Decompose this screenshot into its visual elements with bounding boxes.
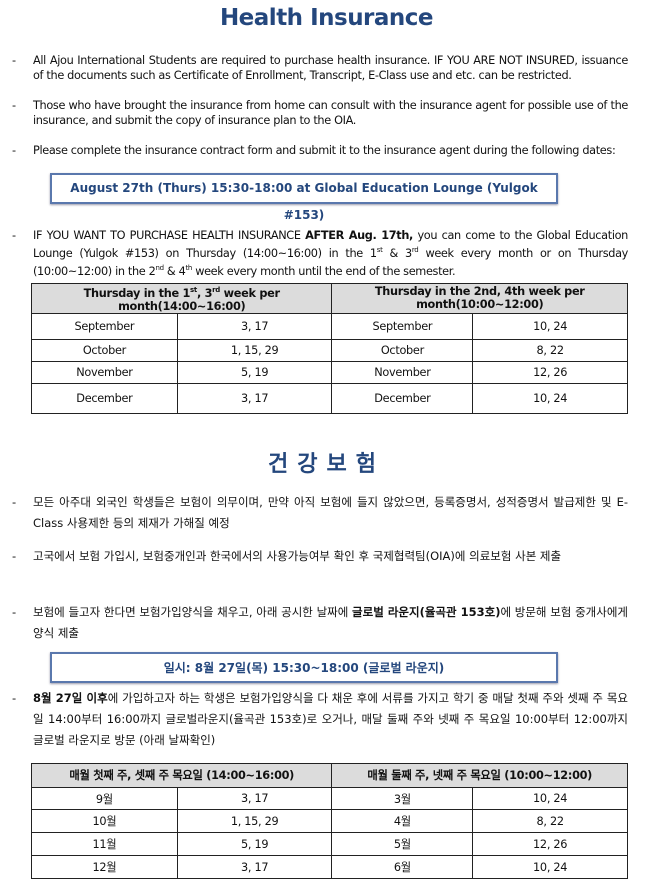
table-cell: 8, 22 <box>472 809 628 833</box>
text-segment: 에 방문해 보험 중개사에게 양식 제출 <box>33 605 629 640</box>
table-cell: September <box>31 312 178 340</box>
table-cell: 3, 17 <box>176 382 333 414</box>
text-segment: 보험에 들고자 한다면 보험가입양식을 채우고, 아래 공시한 날짜에 <box>33 605 353 619</box>
text-segment: st <box>190 286 197 294</box>
table-cell: December <box>31 382 178 414</box>
korean-title: 건강보험 <box>268 452 385 477</box>
text-segment: st <box>376 246 383 254</box>
bullet-dash: - <box>12 144 16 157</box>
text-segment: 8월 27일 이후 <box>33 691 108 705</box>
table-row: 11월 5, 19 5월 12, 26 <box>31 832 628 856</box>
table-row: 12월 3, 17 6월 10, 24 <box>31 855 628 879</box>
table-cell: 3, 17 <box>176 312 333 340</box>
table-cell: November <box>331 360 474 384</box>
text-segment: you can come to the Global Education Lou… <box>33 229 628 260</box>
table-header: 매월 첫째 주, 셋째 주 목요일 (14:00~16:00) <box>30 763 333 788</box>
table-cell: 6월 <box>331 855 474 879</box>
table-cell: October <box>331 338 474 362</box>
table-row: September 3, 17 September 10, 24 <box>31 312 628 340</box>
list-item: - IF YOU WANT TO PURCHASE HEALTH INSURANC… <box>12 228 628 279</box>
bullet-dash: - <box>12 99 16 112</box>
schedule-table-en: Thursday in the 1st, 3rd week per month(… <box>30 283 628 414</box>
table-row: 10월 1, 15, 29 4월 8, 22 <box>31 809 628 833</box>
table-row: October 1, 15, 29 October 8, 22 <box>31 338 628 362</box>
table-cell: 3월 <box>331 787 474 810</box>
table-cell: 5, 19 <box>176 360 333 384</box>
text-segment: week per month(14:00~16:00) <box>118 286 280 313</box>
table-row: November 5, 19 November 12, 26 <box>31 360 628 384</box>
bullet-dash: - <box>12 229 16 242</box>
text-segment: nd <box>155 263 165 272</box>
text-segment: rd <box>212 286 221 294</box>
table-cell: 12, 26 <box>472 832 628 856</box>
text-segment: AFTER Aug. 17th, <box>305 229 413 242</box>
bullet-dash: - <box>12 691 17 705</box>
table-cell: 5, 19 <box>176 832 333 856</box>
text-segment: IF YOU WANT TO PURCHASE HEALTH INSURANCE <box>33 229 306 242</box>
table-cell: 4월 <box>331 809 474 833</box>
text-segment: rd <box>411 246 419 254</box>
date-box-korean: 일시: 8월 27일(목) 15:30~18:00 (글로벌 라운지) <box>50 652 558 683</box>
table-cell: 10, 24 <box>472 382 628 414</box>
text-segment: 글로벌 라운지(율곡관 153호) <box>352 605 501 619</box>
table-cell: September <box>331 312 474 340</box>
table-cell: 5월 <box>331 832 474 856</box>
bullet-dash: - <box>12 495 17 509</box>
page-title: Health Insurance <box>219 5 434 31</box>
text-segment: 에 가입하고자 하는 학생은 보험가입양식을 다 채운 후에 서류를 가지고 학… <box>33 691 628 747</box>
table-cell: November <box>31 360 178 384</box>
list-item: - 모든 아주대 외국인 학생들은 보험이 의무이며, 만약 아직 보험에 들지 … <box>12 492 628 534</box>
table-cell: 10, 24 <box>472 855 628 879</box>
list-item: - All Ajou International Students are req… <box>12 54 628 82</box>
text-segment: th <box>185 263 192 272</box>
table-cell: 10월 <box>31 809 178 833</box>
list-item: - Those who have brought the insurance fr… <box>12 99 628 127</box>
bullet-dash: - <box>12 54 16 67</box>
table-cell: December <box>331 382 474 414</box>
text-segment: , 3 <box>196 286 213 300</box>
table-cell: 8, 22 <box>472 338 628 362</box>
table-header: 매월 둘째 주, 넷째 주 목요일 (10:00~12:00) <box>331 763 628 788</box>
table-row: December 3, 17 December 10, 24 <box>31 382 628 414</box>
table-cell: 11월 <box>31 832 178 856</box>
table-cell: October <box>31 338 178 362</box>
list-item: - 보험에 들고자 한다면 보험가입양식을 채우고, 아래 공시한 날짜에 글로벌… <box>12 602 628 644</box>
text-segment: & 4 <box>163 264 186 278</box>
date-box: August 27th (Thurs) 15:30-18:00 at Globa… <box>50 173 558 222</box>
list-item: - 고국에서 보험 가입시, 보험중개인과 한국에서의 사용가능여부 확인 후 국… <box>12 546 628 567</box>
bullet-dash: - <box>12 549 17 563</box>
text-segment: week every month or on Thursday (10:00~1… <box>33 246 628 278</box>
table-cell: 10, 24 <box>472 312 628 340</box>
bullet-dash: - <box>12 605 17 619</box>
text-segment: & 3 <box>382 246 413 260</box>
list-item: - Please complete the insurance contract … <box>12 144 616 157</box>
table-cell: 3, 17 <box>176 787 333 810</box>
table-cell: 12월 <box>31 855 178 879</box>
text-segment: Thursday in the 1 <box>83 286 191 300</box>
table-cell: 9월 <box>31 787 178 810</box>
text-segment: week every month until the end of the se… <box>191 264 456 278</box>
table-header: Thursday in the 1st, 3rd week per month(… <box>30 283 333 314</box>
table-cell: 12, 26 <box>472 360 628 384</box>
table-cell: 1, 15, 29 <box>176 338 333 362</box>
table-cell: 3, 17 <box>176 855 333 879</box>
schedule-table-ko: 매월 첫째 주, 셋째 주 목요일 (14:00~16:00) 매월 둘째 주,… <box>30 763 628 879</box>
list-item: - 8월 27일 이후에 가입하고자 하는 학생은 보험가입양식을 다 채운 후에… <box>12 688 628 751</box>
table-row: 9월 3, 17 3월 10, 24 <box>31 787 628 810</box>
table-cell: 1, 15, 29 <box>176 809 333 833</box>
table-cell: 10, 24 <box>472 787 628 810</box>
table-header: Thursday in the 2nd, 4th week per month(… <box>331 283 628 314</box>
